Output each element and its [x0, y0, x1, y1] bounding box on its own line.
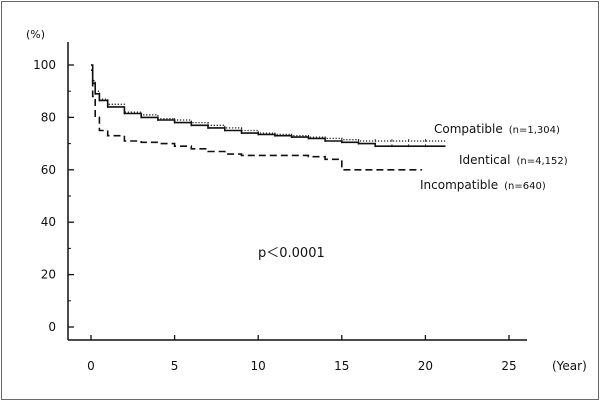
- y-tick-label-60: 60: [41, 163, 56, 177]
- series-line-incompatible: [91, 69, 423, 171]
- x-tick-label-25: 25: [501, 359, 516, 373]
- x-tick-label-15: 15: [334, 359, 349, 373]
- y-axis-label: (%): [26, 28, 45, 41]
- y-tick-label-0: 0: [48, 320, 56, 334]
- legend-name-incompatible: Incompatible: [420, 178, 498, 192]
- legend-label-compatible: Compatible (n=1,304): [434, 122, 560, 136]
- y-tick-label-80: 80: [41, 110, 56, 124]
- x-tick-label-10: 10: [251, 359, 266, 373]
- x-tick-label-5: 5: [171, 359, 179, 373]
- legend-count-compatible: (n=1,304): [509, 125, 560, 136]
- x-tick-label-0: 0: [87, 359, 95, 373]
- y-tick-label-100: 100: [33, 58, 56, 72]
- legend-label-incompatible: Incompatible (n=640): [420, 178, 546, 192]
- legend-name-compatible: Compatible: [434, 122, 503, 136]
- legend-name-identical: Identical: [459, 153, 510, 167]
- legend-label-identical: Identical (n=4,152): [459, 153, 568, 167]
- series-line-compatible: [91, 64, 446, 142]
- labels: Compatible (n=1,304) Identical (n=4,152) Inc…: [258, 122, 568, 261]
- curves: [91, 64, 446, 171]
- legend-count-incompatible: (n=640): [504, 181, 546, 192]
- series-line-identical: [91, 64, 446, 147]
- x-axis-label: (Year): [552, 359, 587, 373]
- y-tick-label-20: 20: [41, 268, 56, 282]
- legend-count-identical: (n=4,152): [516, 156, 567, 167]
- p-value-annotation: p＜0.0001: [258, 246, 325, 261]
- y-tick-label-40: 40: [41, 215, 56, 229]
- x-tick-label-20: 20: [418, 359, 433, 373]
- axes: 0 20 40 60 80 100 0 5 10 15 20 25 (%) (Year): [26, 28, 587, 373]
